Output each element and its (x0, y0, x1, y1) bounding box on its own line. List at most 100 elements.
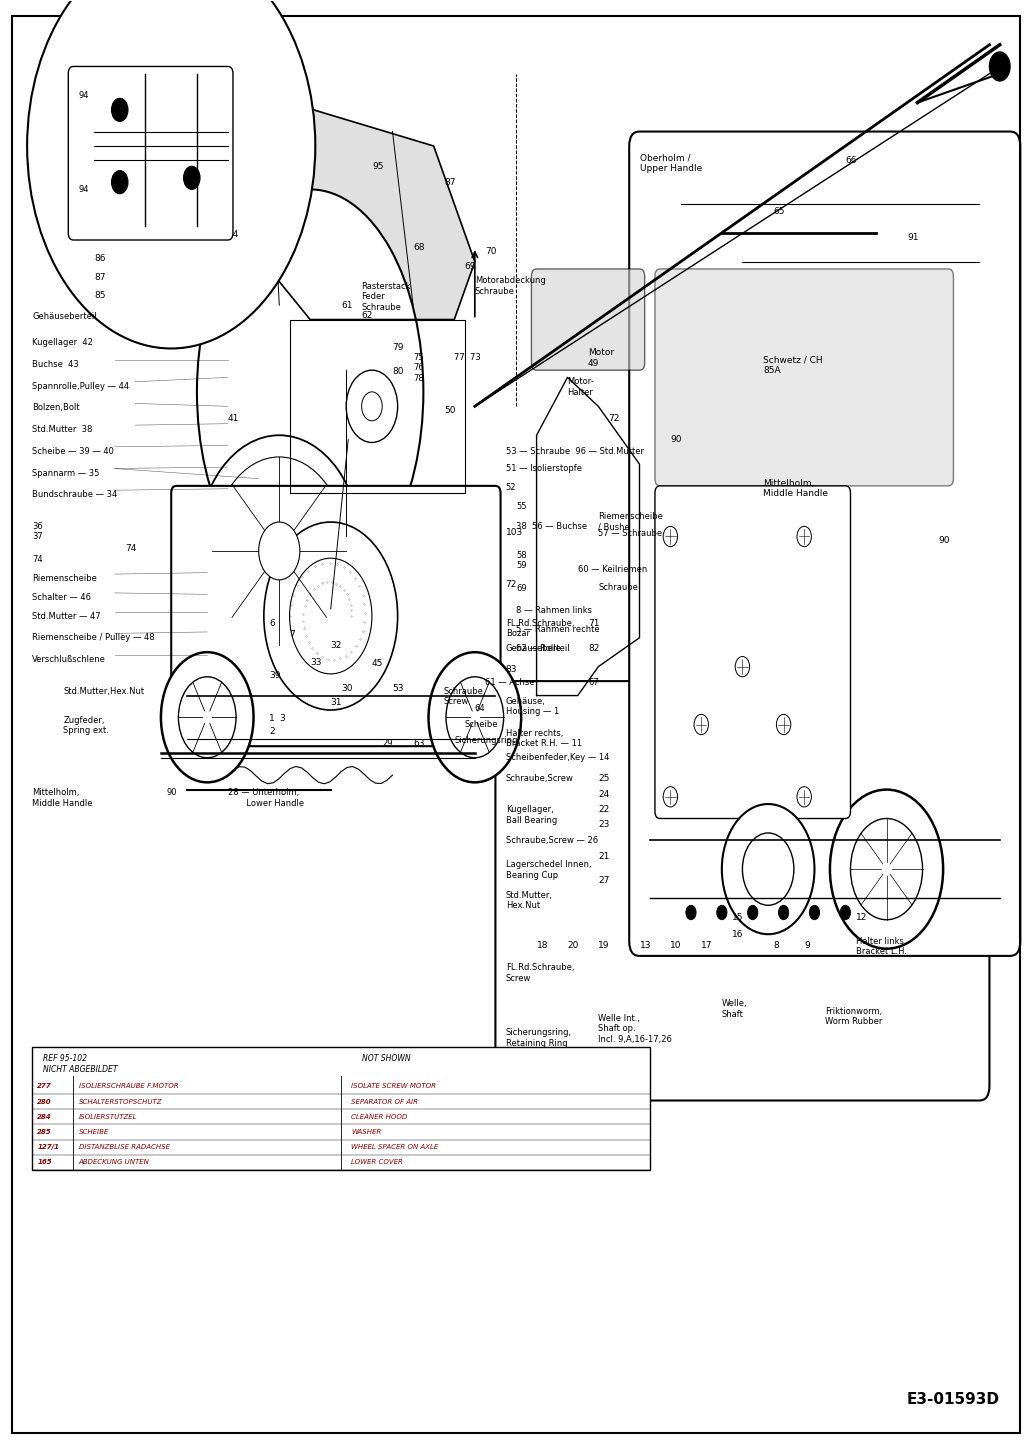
Text: Std.Mutter — 47: Std.Mutter — 47 (32, 611, 101, 620)
Text: Std.Mutter,
Hex.Nut: Std.Mutter, Hex.Nut (506, 891, 553, 910)
Text: 12: 12 (856, 913, 867, 922)
Text: Schraube,
Screw: Schraube, Screw (444, 687, 486, 706)
Text: Scheibenfeder,Key — 14: Scheibenfeder,Key — 14 (506, 753, 609, 762)
Text: Sicherungsring,
Retaining Ring: Sicherungsring, Retaining Ring (506, 1029, 572, 1048)
Circle shape (850, 819, 923, 920)
Circle shape (361, 391, 382, 420)
Circle shape (797, 787, 811, 807)
Text: 95: 95 (372, 162, 384, 171)
Text: 77  73: 77 73 (454, 352, 481, 362)
Text: 69: 69 (516, 584, 526, 593)
Text: Sicherungsring: Sicherungsring (454, 736, 518, 745)
Text: Welle Int.,
Shaft op.
Incl. 9,A,16-17,26: Welle Int., Shaft op. Incl. 9,A,16-17,26 (599, 1014, 672, 1043)
Text: 28 — Unterholm,
       Lower Handle: 28 — Unterholm, Lower Handle (228, 788, 304, 807)
Text: 19: 19 (599, 942, 610, 951)
Text: Rasterstack
Feder
Schraube: Rasterstack Feder Schraube (361, 283, 411, 312)
Circle shape (346, 369, 397, 442)
Text: SNOW FOX: SNOW FOX (53, 52, 239, 81)
Text: 277: 277 (37, 1084, 52, 1090)
Circle shape (747, 906, 757, 920)
Text: 94: 94 (78, 91, 89, 100)
Text: Verschlußschlene: Verschlußschlene (32, 655, 106, 664)
Text: 84: 84 (228, 230, 239, 239)
Text: Riemenscheibe: Riemenscheibe (32, 574, 97, 582)
Text: 60 — Keilriemen: 60 — Keilriemen (578, 565, 647, 574)
Text: 68: 68 (413, 243, 424, 252)
Circle shape (111, 171, 128, 194)
Text: Friktionworm,
Worm Rubber: Friktionworm, Worm Rubber (825, 1007, 882, 1026)
Text: Oberholm /
Upper Handle: Oberholm / Upper Handle (640, 154, 702, 172)
Circle shape (161, 652, 254, 782)
Circle shape (686, 906, 697, 920)
Bar (32, 1048, 650, 1169)
Text: 61 — Achse: 61 — Achse (485, 678, 535, 687)
Circle shape (959, 184, 996, 236)
Text: 51 — Isolierstopfe: 51 — Isolierstopfe (506, 464, 582, 474)
Circle shape (742, 833, 794, 906)
Text: 6: 6 (269, 619, 275, 627)
Text: Gehäuseberteil: Gehäuseberteil (506, 643, 571, 652)
Circle shape (809, 906, 819, 920)
Text: Motor
49: Motor 49 (588, 348, 614, 368)
Text: Scheibe: Scheibe (464, 720, 498, 729)
Text: 87: 87 (444, 178, 455, 187)
Text: ISOLIERSCHRAUBE F.MOTOR: ISOLIERSCHRAUBE F.MOTOR (78, 1084, 179, 1090)
Text: 41: 41 (228, 413, 239, 423)
Text: 74: 74 (125, 543, 136, 552)
Text: FL.Rd.Schraube,
Screw: FL.Rd.Schraube, Screw (506, 964, 574, 982)
Text: REF 95-102
NICHT ABGEBILDET: REF 95-102 NICHT ABGEBILDET (42, 1055, 117, 1074)
Text: 75
76
78: 75 76 78 (413, 352, 424, 383)
Circle shape (111, 99, 128, 122)
Text: 72: 72 (609, 413, 620, 423)
Text: 3: 3 (280, 714, 285, 723)
Text: 45: 45 (372, 659, 383, 668)
Text: 53 — Schraube  96 — Std.Mutter: 53 — Schraube 96 — Std.Mutter (506, 446, 644, 456)
FancyBboxPatch shape (655, 270, 954, 485)
Text: ISOLATE SCREW MOTOR: ISOLATE SCREW MOTOR (351, 1084, 437, 1090)
Text: 90: 90 (671, 435, 682, 445)
Text: Motorabdeckung
Schraube: Motorabdeckung Schraube (475, 277, 546, 296)
Text: Gehäuseberteil: Gehäuseberteil (32, 313, 97, 322)
Text: 29: 29 (382, 739, 393, 748)
Circle shape (990, 52, 1010, 81)
Text: Lagerschedel Innen,
Bearing Cup: Lagerschedel Innen, Bearing Cup (506, 861, 591, 880)
Text: 91: 91 (907, 233, 918, 242)
Text: 36
37: 36 37 (32, 522, 43, 542)
Text: 94: 94 (78, 185, 89, 194)
Text: CLEANER HOOD: CLEANER HOOD (351, 1114, 408, 1120)
Text: 65: 65 (773, 207, 784, 216)
Text: 17: 17 (702, 942, 713, 951)
Text: 284: 284 (37, 1114, 52, 1120)
Text: Bundschraube — 34: Bundschraube — 34 (32, 490, 118, 500)
Text: 67: 67 (588, 678, 599, 687)
Text: 27: 27 (599, 877, 610, 885)
FancyBboxPatch shape (531, 270, 645, 369)
Text: 25: 25 (599, 774, 610, 782)
Circle shape (664, 526, 678, 546)
Circle shape (264, 522, 397, 710)
Circle shape (179, 677, 236, 758)
Text: 33: 33 (311, 658, 322, 667)
Text: 69: 69 (464, 262, 476, 271)
Text: Riemenscheibe
/ Bushe: Riemenscheibe / Bushe (599, 511, 664, 532)
Text: Spannrolle,Pulley — 44: Spannrolle,Pulley — 44 (32, 381, 129, 391)
Text: 66: 66 (845, 156, 857, 165)
Text: 53: 53 (392, 684, 404, 693)
Text: ABDECKUNG UNTEN: ABDECKUNG UNTEN (78, 1159, 150, 1165)
Text: 71: 71 (588, 619, 600, 627)
Text: 24: 24 (599, 790, 610, 798)
Text: 57 — Schraube: 57 — Schraube (599, 529, 663, 538)
Circle shape (840, 906, 850, 920)
Text: Halter rechts,
Bracket R.H. — 11: Halter rechts, Bracket R.H. — 11 (506, 729, 582, 748)
Circle shape (664, 787, 678, 807)
Text: Schraube,Screw: Schraube,Screw (506, 774, 574, 782)
Text: LOWER COVER: LOWER COVER (351, 1159, 404, 1165)
Text: 82: 82 (588, 643, 600, 652)
Text: 86: 86 (94, 255, 105, 264)
Text: 62: 62 (361, 312, 373, 320)
Text: 32: 32 (330, 640, 343, 649)
Text: Schalter — 46: Schalter — 46 (32, 593, 91, 601)
Text: ISOLIERSTUTZEL: ISOLIERSTUTZEL (78, 1114, 137, 1120)
Text: 23: 23 (599, 820, 610, 829)
Text: 52: 52 (506, 483, 516, 493)
